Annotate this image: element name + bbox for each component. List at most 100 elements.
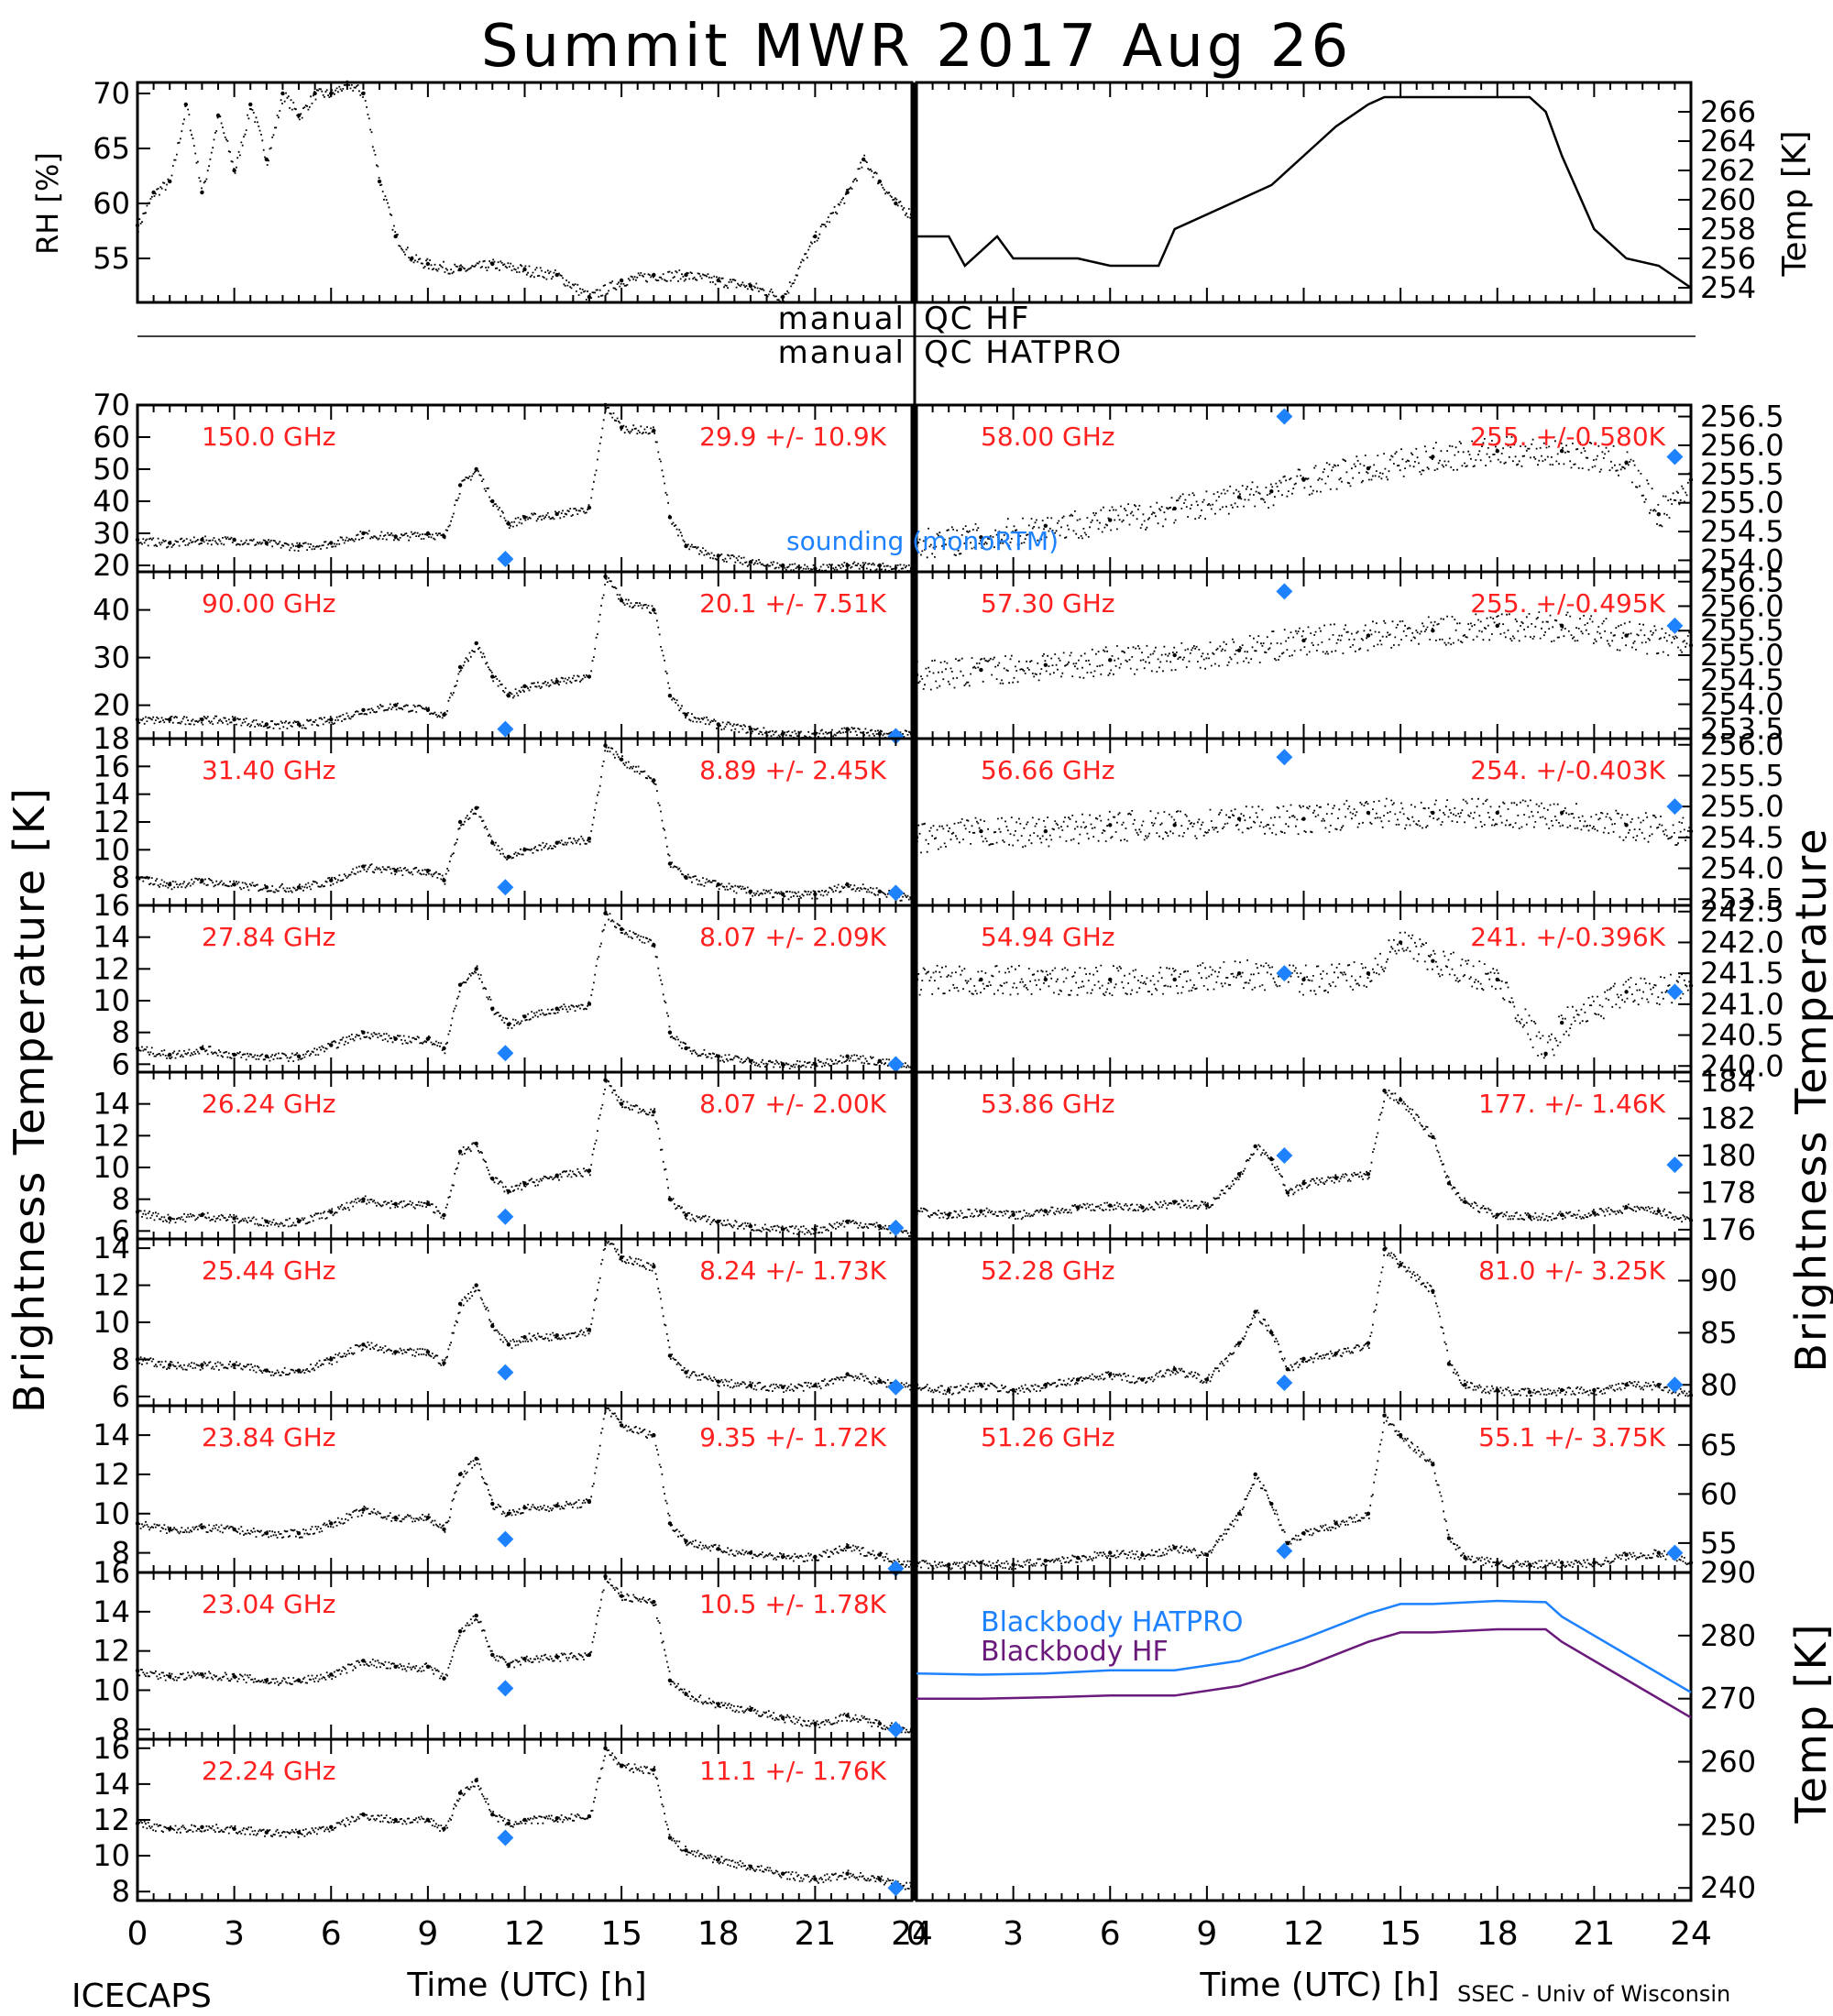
sounding-marker	[497, 720, 514, 738]
data-point	[474, 466, 478, 472]
y-tick-label: 256.0	[1700, 428, 1784, 463]
data-point	[603, 1403, 608, 1408]
y-tick-label: 255.0	[1700, 638, 1784, 673]
data-point	[1366, 1172, 1371, 1177]
stats-label: 177. +/- 1.46K	[1478, 1089, 1665, 1119]
y-tick-label: 10	[93, 1672, 130, 1707]
sounding-marker	[1276, 408, 1293, 425]
y-tick-label: 255.5	[1700, 613, 1784, 648]
stats-label: 255. +/-0.495K	[1470, 588, 1665, 619]
sounding-marker	[887, 1879, 905, 1897]
y-tick-label: 256.0	[1700, 588, 1784, 623]
y-tick-label: 255.0	[1700, 789, 1784, 824]
sounding-marker	[887, 1056, 905, 1073]
data-point	[1527, 1562, 1532, 1567]
data-point	[1688, 477, 1694, 482]
y-tick-label: 254.0	[1700, 542, 1784, 577]
data-point	[1559, 1020, 1564, 1025]
y-tick-label: 256.5	[1700, 564, 1784, 599]
data-point	[1398, 1432, 1403, 1438]
time-tick-label: 9	[417, 1915, 438, 1953]
channel-label: 56.66 GHz	[981, 755, 1115, 785]
56.66-ghz-data-cloud	[916, 797, 1692, 854]
data-point	[909, 1562, 915, 1567]
data-point	[748, 1223, 753, 1229]
data-point	[490, 674, 495, 679]
data-point	[845, 190, 850, 195]
time-tick-label: 6	[321, 1915, 342, 1953]
stats-label: 81.0 +/- 3.25K	[1478, 1255, 1665, 1286]
time-tick-label: 12	[1283, 1915, 1325, 1953]
sounding-marker	[1276, 1542, 1293, 1560]
y-tick-label: 266	[1700, 94, 1756, 129]
y-tick-label: 256	[1700, 241, 1756, 276]
sounding-marker	[887, 1378, 905, 1396]
data-point	[232, 1216, 236, 1221]
y-tick-label: 14	[93, 1594, 130, 1629]
sounding-marker	[1276, 965, 1293, 982]
data-point	[603, 1574, 608, 1579]
data-point	[1043, 977, 1048, 982]
time-axis-label-right: Time (UTC) [h]	[1199, 1967, 1439, 2004]
stats-label: 10.5 +/- 1.78K	[699, 1589, 886, 1619]
time-tick-label: 24	[1670, 1915, 1712, 1953]
air-temperature-series-line	[916, 95, 1692, 290]
data-point	[845, 1544, 850, 1550]
sounding-marker	[497, 1829, 514, 1846]
data-point	[603, 743, 608, 748]
data-point	[1656, 512, 1661, 517]
channel-label: 31.40 GHz	[202, 755, 336, 785]
y-tick-label: 10	[93, 1305, 130, 1340]
y-tick-label: 16	[93, 1555, 130, 1590]
y-tick-label: 260	[1700, 1745, 1756, 1780]
stats-label: 8.89 +/- 2.45K	[699, 755, 886, 785]
data-point	[200, 1363, 204, 1367]
data-point	[474, 1613, 478, 1618]
channel-label: 57.30 GHz	[981, 588, 1115, 619]
data-point	[684, 1212, 688, 1218]
channel-label: 25.44 GHz	[202, 1255, 336, 1286]
y-tick-label: 258	[1700, 212, 1756, 247]
data-point	[296, 722, 302, 727]
data-point	[1011, 1212, 1015, 1217]
data-point	[442, 1527, 446, 1532]
data-point	[1236, 1172, 1242, 1177]
y-tick-label: 240.5	[1700, 1018, 1784, 1053]
y-tick-label: 12	[93, 1118, 130, 1153]
data-point	[1301, 977, 1306, 982]
y-tick-label: 253.5	[1700, 882, 1784, 916]
channel-label: 27.84 GHz	[202, 922, 336, 952]
data-point	[296, 543, 302, 549]
y-tick-label: 241.0	[1700, 987, 1784, 1022]
data-point	[1559, 449, 1564, 454]
y-tick-label: 14	[93, 1231, 130, 1265]
data-point	[554, 679, 559, 684]
y-tick-label: 255.5	[1700, 758, 1784, 793]
y-tick-label: 30	[93, 641, 130, 675]
data-point	[1172, 1366, 1177, 1372]
data-point	[1172, 823, 1177, 827]
y-tick-label: 8	[112, 1712, 130, 1747]
time-tick-label: 3	[1003, 1915, 1024, 1953]
y-tick-label: 262	[1700, 153, 1756, 188]
sounding-marker	[497, 1530, 514, 1548]
data-point	[329, 878, 334, 882]
y-tick-label: 20	[93, 548, 130, 583]
y-tick-label: 290	[1700, 1555, 1756, 1590]
y-tick-label: 254.5	[1700, 514, 1784, 549]
sounding-marker	[1276, 1374, 1293, 1391]
data-point	[1108, 823, 1113, 827]
y-tick-label: 90	[1700, 1264, 1738, 1298]
y-tick-label: 10	[93, 1838, 130, 1873]
y-tick-label: 6	[112, 1046, 130, 1081]
data-point	[1495, 977, 1499, 982]
data-point	[1656, 1550, 1661, 1555]
y-tick-label: 6	[112, 1379, 130, 1414]
y-tick-label: 18	[93, 721, 130, 756]
time-axis-label-left: Time (UTC) [h]	[406, 1967, 646, 2004]
y-tick-label: 255.0	[1700, 486, 1784, 520]
data-point	[296, 113, 302, 118]
stats-label: 8.07 +/- 2.09K	[699, 922, 886, 952]
data-point	[1366, 466, 1371, 471]
data-point	[1043, 663, 1048, 667]
